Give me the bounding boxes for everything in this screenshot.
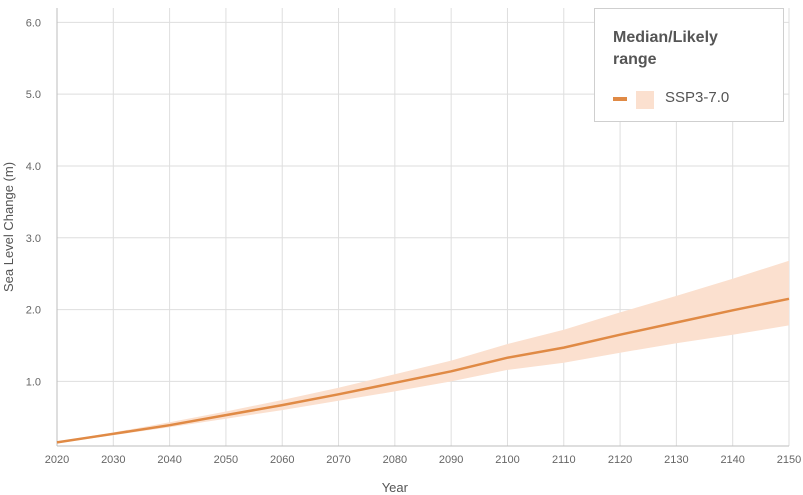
- y-tick-label: 5.0: [26, 89, 41, 101]
- x-tick-label: 2020: [45, 454, 69, 466]
- likely-range-band: [57, 260, 789, 444]
- x-axis-label: Year: [382, 480, 409, 495]
- legend-line-swatch: [613, 97, 627, 101]
- x-tick-label: 2150: [777, 454, 801, 466]
- legend: Median/Likely range SSP3-7.0: [594, 8, 784, 122]
- x-tick-label: 2030: [101, 454, 125, 466]
- y-tick-label: 2.0: [26, 305, 41, 317]
- legend-title: Median/Likely range: [613, 29, 718, 68]
- x-tick-label: 2050: [214, 454, 238, 466]
- x-tick-label: 2060: [270, 454, 294, 466]
- legend-band-swatch: [636, 91, 654, 109]
- y-tick-label: 1.0: [26, 376, 41, 388]
- legend-series-label: SSP3-7.0: [665, 89, 730, 106]
- x-tick-label: 2100: [495, 454, 519, 466]
- x-tick-label: 2080: [383, 454, 407, 466]
- y-tick-label: 3.0: [26, 233, 41, 245]
- y-axis-label: Sea Level Change (m): [1, 162, 16, 292]
- y-tick-label: 4.0: [26, 161, 41, 173]
- x-tick-label: 2040: [157, 454, 181, 466]
- x-tick-label: 2120: [608, 454, 632, 466]
- x-tick-label: 2130: [664, 454, 688, 466]
- x-tick-label: 2110: [552, 454, 576, 466]
- x-tick-label: 2140: [720, 454, 744, 466]
- x-tick-label: 2090: [439, 454, 463, 466]
- median-line: [56, 297, 790, 444]
- x-tick-label: 2070: [326, 454, 350, 466]
- y-tick-label: 6.0: [26, 17, 41, 29]
